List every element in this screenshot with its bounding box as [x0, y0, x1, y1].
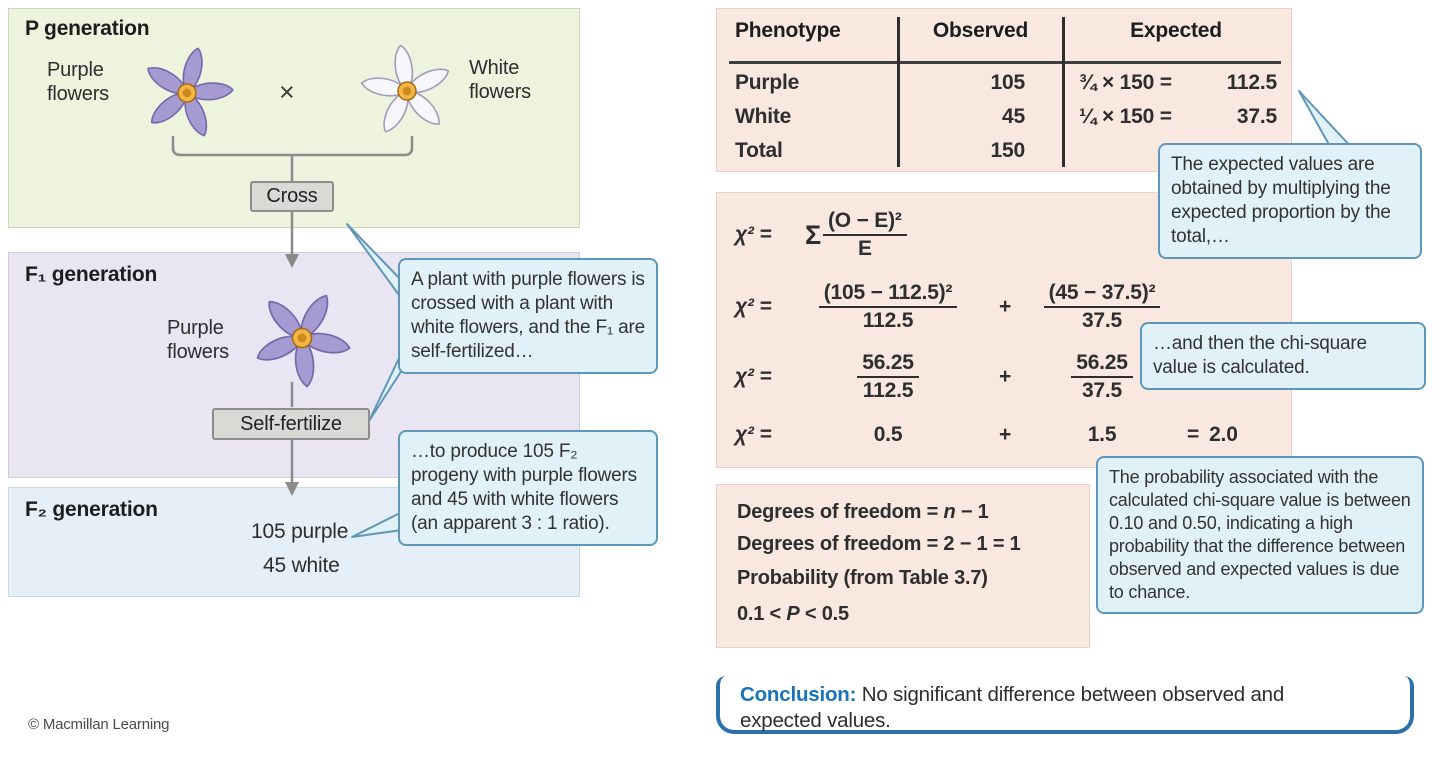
purple-term-fraction: (105 − 112.5)² 112.5: [818, 281, 958, 333]
chi-square-total: = 2.0: [1187, 423, 1238, 446]
table-header-phenotype: Phenotype: [735, 19, 841, 42]
plus-operator: +: [998, 295, 1012, 318]
white-term-simplified: 56.25 37.5: [1071, 351, 1133, 403]
plus-operator-2: +: [998, 365, 1012, 388]
dof-calculated-line: Degrees of freedom = 2 − 1 = 1: [737, 533, 1021, 555]
chi-symbol-1: χ² =: [735, 223, 772, 246]
table-row-purple-expected: ¾ × 150 = 112.5: [1079, 71, 1277, 95]
chi-symbol-3: χ² =: [735, 365, 772, 388]
white-expected-formula: ¼ × 150 =: [1079, 105, 1172, 128]
plus-operator-3: +: [998, 423, 1012, 446]
purple-flower-icon: [147, 47, 234, 137]
chi-symbol-4: χ² =: [735, 423, 772, 446]
dof-general-line: Degrees of freedom = n − 1: [737, 501, 989, 523]
f1-generation-title: F₁ generation: [25, 263, 158, 286]
table-row-purple-observed: 105: [990, 71, 1026, 94]
callout-expected-tail: [1298, 90, 1355, 151]
white-flower-icon: [360, 44, 450, 133]
table-row-white-observed: 45: [1002, 105, 1025, 128]
observed-expected-table: Phenotype Observed Expected Purple 105 ¾…: [716, 8, 1292, 172]
self-fertilize-button: Self-fertilize: [212, 408, 370, 440]
callout-chi-square: …and then the chi-square value is calcul…: [1140, 322, 1426, 390]
table-row-white-phenotype: White: [735, 105, 792, 128]
purple-flowers-label-p: Purple flowers: [47, 59, 109, 105]
f2-white-count: 45 white: [263, 554, 340, 577]
purple-term-value: 0.5: [873, 423, 903, 446]
chi-square-formula-row: χ² = Σ (O − E)² E: [735, 209, 907, 261]
table-column-divider-1: [897, 17, 900, 167]
f2-purple-count: 105 purple: [251, 520, 349, 543]
chi-square-simplified-row: χ² = 56.25 112.5 + 56.25 37.5: [735, 351, 1177, 403]
table-column-divider-2: [1062, 17, 1065, 167]
f2-generation-title: F₂ generation: [25, 498, 158, 521]
table-header-expected: Expected: [1130, 19, 1222, 42]
chi-square-result-row: χ² = 0.5 + 1.5 = 2.0: [735, 423, 1238, 447]
purple-flower-icon-f1: [256, 294, 351, 388]
table-row-total-observed: 150: [990, 139, 1026, 162]
cross-times-symbol: ×: [279, 77, 295, 107]
table-header-rule: [729, 61, 1281, 64]
table-row-white-expected: ¼ × 150 = 37.5: [1079, 105, 1277, 129]
table-header-observed: Observed: [932, 19, 1029, 42]
purple-expected-value: 112.5: [1226, 71, 1278, 94]
white-flowers-label-p: White flowers: [469, 57, 531, 103]
purple-flowers-label-f1: Purple flowers: [167, 317, 229, 363]
probability-range-line: 0.1 < P < 0.5: [737, 603, 849, 625]
chi-general-fraction: (O − E)² E: [823, 209, 907, 261]
purple-expected-formula: ¾ × 150 =: [1079, 71, 1172, 94]
table-row-purple-phenotype: Purple: [735, 71, 800, 94]
white-expected-value: 37.5: [1236, 105, 1277, 128]
conclusion-box: Conclusion: No significant difference be…: [716, 676, 1414, 734]
callout-progeny-description: …to produce 105 F₂ progeny with purple f…: [398, 430, 658, 546]
conclusion-label: Conclusion:: [740, 683, 857, 706]
copyright-notice: © Macmillan Learning: [28, 716, 170, 733]
table-row-total-phenotype: Total: [735, 139, 783, 162]
probability-source-line: Probability (from Table 3.7): [737, 567, 988, 589]
white-term-value: 1.5: [1087, 423, 1117, 446]
p-generation-title: P generation: [25, 17, 150, 40]
chi-symbol-2: χ² =: [735, 295, 772, 318]
callout-probability: The probability associated with the calc…: [1096, 456, 1424, 615]
chi-square-substitution-row: χ² = (105 − 112.5)² 112.5 + (45 − 37.5)²…: [735, 281, 1177, 333]
white-term-fraction: (45 − 37.5)² 37.5: [1043, 281, 1161, 333]
callout-expected-values: The expected values are obtained by mult…: [1158, 143, 1422, 259]
sigma-symbol: Σ: [805, 219, 822, 250]
callout-cross-description: A plant with purple flowers is crossed w…: [398, 258, 658, 374]
conclusion-text: Conclusion: No significant difference be…: [740, 683, 1285, 732]
degrees-of-freedom-panel: Degrees of freedom = n − 1 Degrees of fr…: [716, 484, 1090, 648]
cross-button: Cross: [250, 181, 334, 212]
purple-term-simplified: 56.25 112.5: [857, 351, 919, 403]
